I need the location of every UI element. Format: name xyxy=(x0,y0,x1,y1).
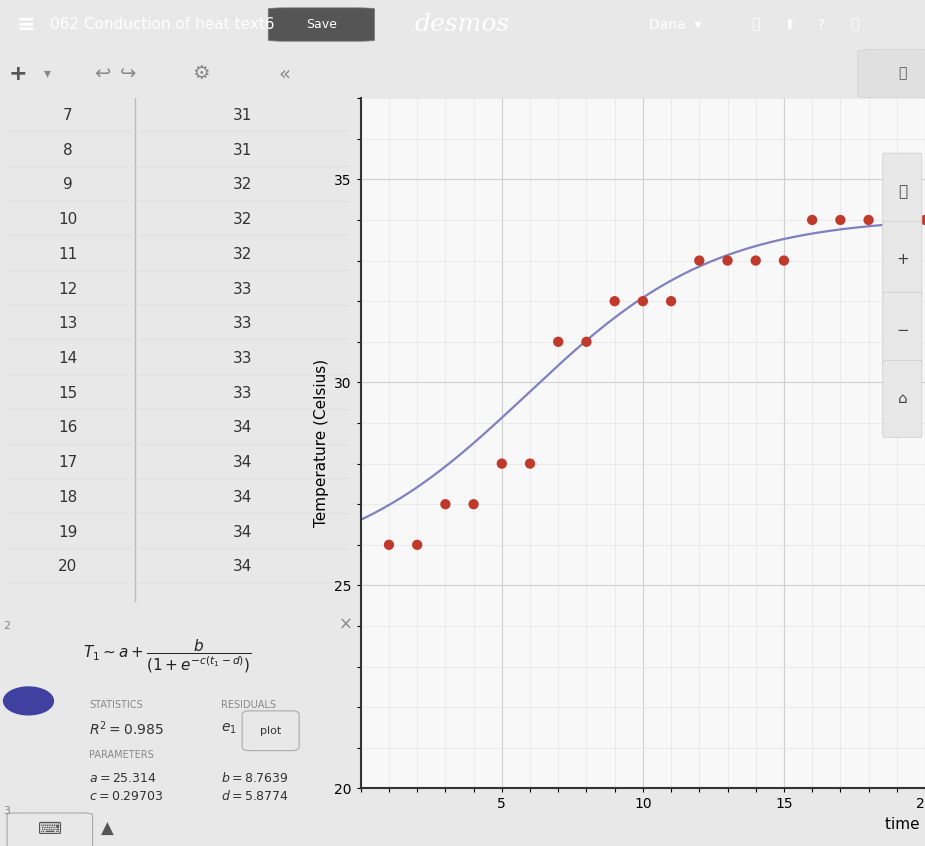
Text: ⬛: ⬛ xyxy=(751,18,760,31)
Point xyxy=(550,335,565,349)
FancyBboxPatch shape xyxy=(857,49,925,98)
FancyBboxPatch shape xyxy=(7,813,92,846)
Point xyxy=(890,213,905,227)
Text: ⌨: ⌨ xyxy=(38,820,62,838)
Point xyxy=(721,254,735,267)
Point xyxy=(523,457,537,470)
X-axis label: time (min): time (min) xyxy=(885,816,925,831)
Text: plot: plot xyxy=(260,726,281,736)
Point xyxy=(579,335,594,349)
Text: 3: 3 xyxy=(4,806,10,816)
Text: 14: 14 xyxy=(58,351,78,366)
Point xyxy=(918,213,925,227)
FancyBboxPatch shape xyxy=(882,222,922,299)
Text: 9: 9 xyxy=(63,178,72,192)
Text: ⬆: ⬆ xyxy=(783,18,795,31)
Text: $R^2 = 0.985$: $R^2 = 0.985$ xyxy=(89,719,164,738)
Point xyxy=(748,254,763,267)
Text: 31: 31 xyxy=(232,143,252,157)
Text: $e_1$: $e_1$ xyxy=(221,722,237,736)
Point xyxy=(692,254,707,267)
Text: ▾: ▾ xyxy=(44,67,51,80)
Text: ×: × xyxy=(339,615,352,634)
Text: 8: 8 xyxy=(63,143,72,157)
Point xyxy=(664,294,679,308)
Text: 33: 33 xyxy=(232,386,252,401)
Text: 34: 34 xyxy=(232,490,252,505)
Text: N: N xyxy=(23,694,34,708)
Text: 32: 32 xyxy=(232,247,252,262)
Circle shape xyxy=(4,687,54,715)
Text: PARAMETERS: PARAMETERS xyxy=(89,750,154,760)
Text: 11: 11 xyxy=(58,247,78,262)
Text: 12: 12 xyxy=(58,282,78,297)
Text: 🔧: 🔧 xyxy=(898,184,906,199)
Text: $T_1 \sim a + \dfrac{b}{\left(1 + e^{-c(t_1 - d)}\right)}$: $T_1 \sim a + \dfrac{b}{\left(1 + e^{-c(… xyxy=(83,637,252,675)
Text: RESIDUALS: RESIDUALS xyxy=(221,700,276,710)
FancyBboxPatch shape xyxy=(882,360,922,437)
Text: +: + xyxy=(9,63,28,84)
Text: Save: Save xyxy=(306,18,338,31)
Point xyxy=(607,294,622,308)
FancyBboxPatch shape xyxy=(268,8,375,41)
Text: $c = 0.29703$: $c = 0.29703$ xyxy=(89,790,163,803)
Text: ≡: ≡ xyxy=(17,14,35,35)
Text: $d = 5.8774$: $d = 5.8774$ xyxy=(221,789,289,804)
Point xyxy=(777,254,792,267)
FancyBboxPatch shape xyxy=(882,153,922,230)
Text: 32: 32 xyxy=(232,212,252,227)
Y-axis label: Temperature (Celsius): Temperature (Celsius) xyxy=(314,360,328,527)
Text: ?: ? xyxy=(818,18,825,31)
Point xyxy=(635,294,650,308)
Point xyxy=(438,497,453,511)
Text: Dana  ▾: Dana ▾ xyxy=(649,18,701,31)
Text: desmos: desmos xyxy=(415,13,510,36)
Text: 🔧: 🔧 xyxy=(898,67,906,80)
Text: −: − xyxy=(896,323,908,338)
Text: ↪: ↪ xyxy=(119,64,136,83)
Text: ↩: ↩ xyxy=(94,64,110,83)
Text: 2: 2 xyxy=(4,622,11,631)
Point xyxy=(494,457,509,470)
FancyBboxPatch shape xyxy=(242,711,299,750)
Text: $a = 25.314$: $a = 25.314$ xyxy=(89,772,157,785)
Text: 062 Conduction of heat text6: 062 Conduction of heat text6 xyxy=(50,17,274,32)
Point xyxy=(861,213,876,227)
Text: 18: 18 xyxy=(58,490,78,505)
Text: STATISTICS: STATISTICS xyxy=(89,700,142,710)
Text: 20: 20 xyxy=(58,559,78,574)
Point xyxy=(832,213,847,227)
Text: 10: 10 xyxy=(58,212,78,227)
Text: 7: 7 xyxy=(63,108,72,123)
Text: 33: 33 xyxy=(232,282,252,297)
FancyBboxPatch shape xyxy=(882,293,922,370)
Text: 34: 34 xyxy=(232,559,252,574)
Text: ⌂: ⌂ xyxy=(897,392,907,406)
Text: 13: 13 xyxy=(58,316,78,332)
Text: 🌐: 🌐 xyxy=(850,18,859,31)
Text: 34: 34 xyxy=(232,525,252,540)
Point xyxy=(381,538,396,552)
Text: 19: 19 xyxy=(58,525,78,540)
Text: 15: 15 xyxy=(58,386,78,401)
Text: $b = 8.7639$: $b = 8.7639$ xyxy=(221,772,288,785)
Point xyxy=(466,497,481,511)
Text: 17: 17 xyxy=(58,455,78,470)
Text: ▲: ▲ xyxy=(101,820,113,838)
Text: 32: 32 xyxy=(232,178,252,192)
Text: 33: 33 xyxy=(232,316,252,332)
Text: +: + xyxy=(896,252,908,267)
Text: 34: 34 xyxy=(232,455,252,470)
Text: 34: 34 xyxy=(232,420,252,436)
Text: 16: 16 xyxy=(58,420,78,436)
Text: 31: 31 xyxy=(232,108,252,123)
Text: 33: 33 xyxy=(232,351,252,366)
Point xyxy=(410,538,425,552)
Text: ⚙: ⚙ xyxy=(192,64,210,83)
Text: «: « xyxy=(279,64,291,83)
Point xyxy=(805,213,820,227)
